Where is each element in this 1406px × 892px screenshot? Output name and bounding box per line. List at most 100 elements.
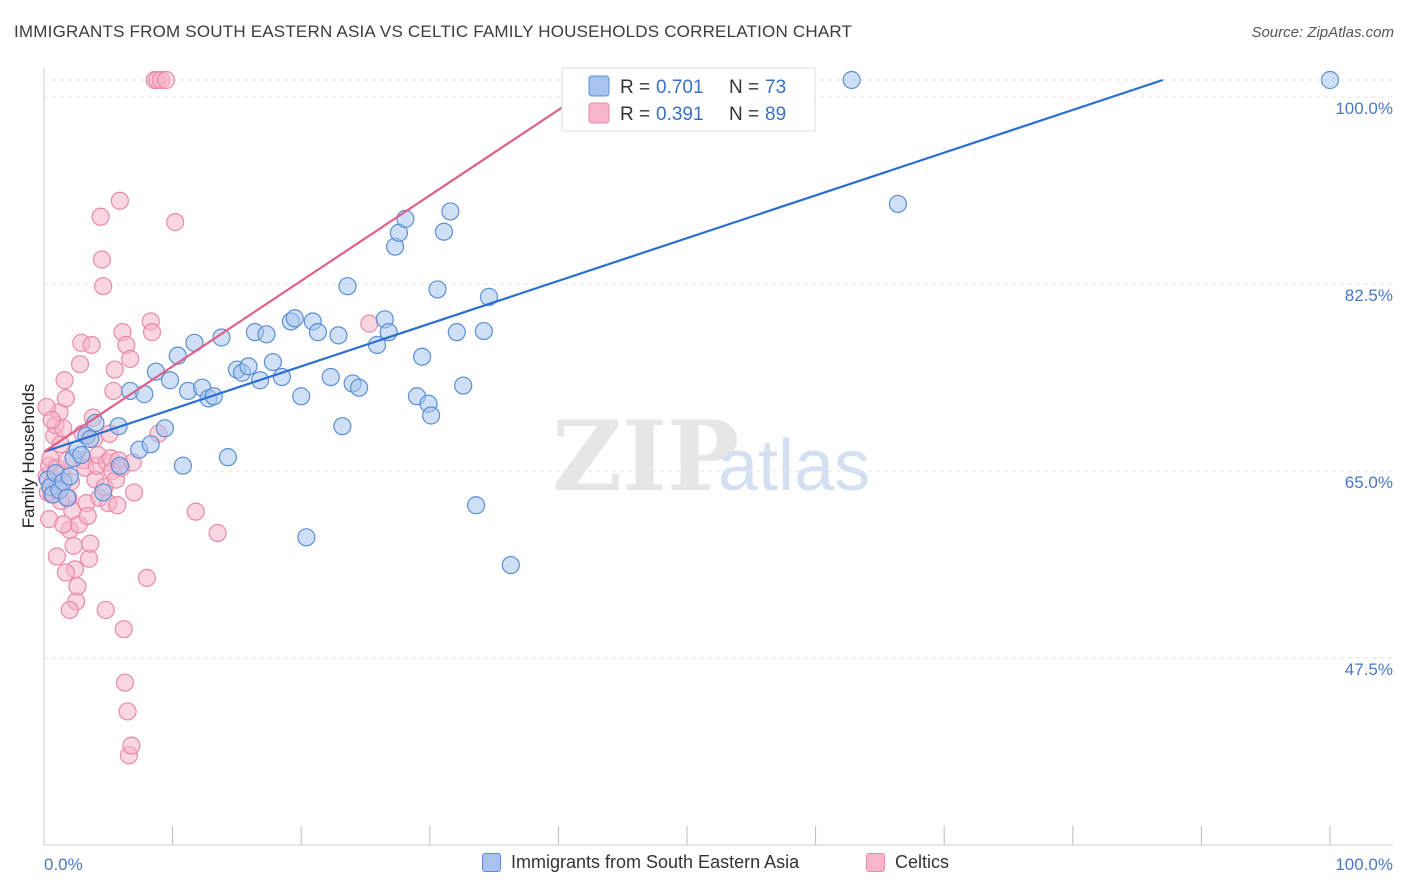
celtics-point xyxy=(122,736,141,755)
trend-lines xyxy=(43,78,1164,453)
sea-immigrants-point xyxy=(501,555,520,575)
celtics-point xyxy=(56,389,75,408)
sea-immigrants-point xyxy=(333,417,352,436)
celtics-point xyxy=(55,371,74,390)
celtics-point xyxy=(78,506,97,526)
sea-immigrants-point xyxy=(155,419,174,438)
celtics-point xyxy=(47,547,66,566)
celtics-point xyxy=(137,568,156,587)
celtics-point xyxy=(360,314,379,333)
x-tick-label-min: 0.0% xyxy=(44,855,83,874)
celtics-point xyxy=(81,534,100,553)
sea-immigrants-point xyxy=(60,467,79,486)
celtics-point xyxy=(108,496,127,515)
sea-immigrants-point xyxy=(94,483,113,502)
sea-immigrants-point xyxy=(842,70,861,90)
sea-immigrants-point xyxy=(412,347,432,366)
sea-immigrants-point xyxy=(297,528,316,547)
sea-immigrants-point xyxy=(434,222,454,241)
celtics-point xyxy=(42,410,61,429)
bottom-legend-pink-label: Celtics xyxy=(895,852,950,872)
sea-immigrants-point xyxy=(58,488,77,507)
sea-immigrants-point xyxy=(212,328,231,347)
y-tick-label: 82.5% xyxy=(1345,286,1393,305)
sea-immigrants-point xyxy=(160,371,180,390)
celtics-point xyxy=(157,70,176,90)
legend-pink-n-value: 89 xyxy=(765,104,786,125)
sea-immigrants-point xyxy=(479,287,499,306)
sea-immigrants-point xyxy=(272,367,292,387)
sea-immigrants-point xyxy=(329,326,348,345)
legend-pink-n-label: N = xyxy=(729,104,759,125)
sea-immigrants-point xyxy=(441,202,460,221)
bottom-legend-pink-swatch xyxy=(866,853,885,872)
celtics-point xyxy=(110,191,129,210)
y-tick-label: 65.0% xyxy=(1345,473,1393,492)
chart-title: IMMIGRANTS FROM SOUTH EASTERN ASIA VS CE… xyxy=(14,22,853,41)
sea-immigrants-point xyxy=(466,496,486,515)
source-label: Source: ZipAtlas.com xyxy=(1251,24,1394,41)
sea-immigrants-point xyxy=(321,367,340,387)
sea-immigrants-point xyxy=(218,448,237,467)
sea-immigrants-point xyxy=(1320,70,1340,90)
watermark-atlas: atlas xyxy=(718,426,870,506)
sea-immigrants-trend-line xyxy=(43,78,1164,453)
y-axis-label: Family Households xyxy=(19,384,38,529)
celtics-point xyxy=(94,277,113,296)
legend-blue-r-value: 0.701 xyxy=(656,77,704,98)
bottom-legend-pink: Celtics xyxy=(866,852,949,873)
sea-immigrants-point xyxy=(349,378,369,397)
celtics-point xyxy=(115,673,135,692)
celtics-point xyxy=(166,213,185,232)
sea-immigrants-point xyxy=(285,309,304,328)
celtics-point xyxy=(114,620,133,639)
watermark-zip: ZIP xyxy=(552,400,739,513)
bottom-legend-blue-swatch xyxy=(482,853,501,872)
y-tick-labels: 47.5% 65.0% 82.5% 100.0% xyxy=(1335,99,1393,679)
sea-immigrants-point xyxy=(474,321,493,341)
sea-immigrants-point xyxy=(421,406,441,425)
sea-immigrants-point xyxy=(110,456,129,475)
sea-immigrants-point xyxy=(141,435,160,454)
sea-immigrants-point xyxy=(292,387,311,406)
sea-immigrants-point xyxy=(428,280,447,299)
celtics-trend-line xyxy=(43,79,605,453)
celtics-point xyxy=(96,600,115,620)
celtics-point xyxy=(92,250,111,269)
y-tick-label: 47.5% xyxy=(1345,660,1393,679)
sea-immigrants-point xyxy=(338,277,357,296)
celtics-point xyxy=(118,702,137,721)
sea-immigrants-point xyxy=(239,357,258,376)
legend-swatch-pink xyxy=(588,102,610,124)
celtics-point xyxy=(208,523,227,543)
axes xyxy=(43,68,1393,846)
sea-immigrants-point xyxy=(257,325,276,344)
celtics-point xyxy=(104,381,123,401)
legend-swatch-blue xyxy=(588,75,610,97)
celtics-point xyxy=(186,502,205,521)
sea-immigrants-point xyxy=(447,323,466,342)
celtics-point xyxy=(70,355,90,374)
sea-immigrants-point xyxy=(308,323,328,342)
bottom-legend-blue: Immigrants from South Eastern Asia xyxy=(482,852,799,873)
celtics-point xyxy=(54,515,73,534)
sea-immigrants-point xyxy=(173,456,192,475)
x-tick-label-max: 100.0% xyxy=(1335,855,1393,874)
sea-immigrants-point xyxy=(263,352,283,372)
legend-blue-n-label: N = xyxy=(729,77,759,98)
legend-blue-n-value: 73 xyxy=(765,77,786,98)
bottom-legend-blue-label: Immigrants from South Eastern Asia xyxy=(511,852,800,872)
sea-immigrants-points xyxy=(38,70,1340,575)
legend-pink-r-label: R = xyxy=(620,104,650,125)
sea-immigrants-point xyxy=(888,194,908,214)
celtics-point xyxy=(124,483,144,502)
legend-pink-r-value: 0.391 xyxy=(656,104,704,125)
legend: R = 0.701 N = 73 R = 0.391 N = 89 xyxy=(561,67,816,132)
celtics-point xyxy=(64,536,83,555)
sea-immigrants-point xyxy=(72,445,91,465)
celtics-point xyxy=(142,323,162,342)
celtics-point xyxy=(68,577,87,596)
celtics-point xyxy=(121,349,140,368)
y-tick-label: 100.0% xyxy=(1335,99,1393,118)
